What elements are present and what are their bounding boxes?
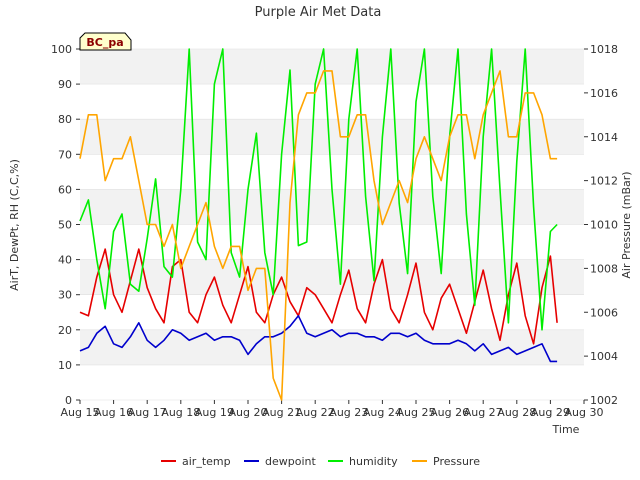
y-axis-label: AirT, DewPt, RH (C,C,%) [8, 159, 21, 291]
y2-tick-label: 1006 [590, 306, 618, 319]
series-lines [79, 48, 558, 401]
y2-tick-label: 1004 [590, 350, 618, 363]
x-tick-label: Aug 25 [397, 406, 436, 419]
series-line-dewpoint [79, 314, 558, 363]
grid-band [80, 119, 584, 155]
x-tick-label: Aug 15 [61, 406, 100, 419]
y-tick-label: 10 [58, 359, 72, 372]
x-tick-label: Aug 19 [195, 406, 234, 419]
x-tick-label: Aug 29 [531, 406, 570, 419]
x-tick-label: Aug 28 [497, 406, 536, 419]
y2-tick-label: 1010 [590, 219, 618, 232]
y-tick-label: 100 [51, 43, 72, 56]
series-line-air-temp [79, 248, 558, 345]
x-tick-label: Aug 16 [94, 406, 133, 419]
badge-label: BC_pa [86, 36, 123, 49]
y-tick-label: 60 [58, 183, 72, 196]
x-tick-label: Aug 26 [430, 406, 469, 419]
y-tick-label: 90 [58, 78, 72, 91]
grid-band [80, 329, 584, 365]
grid-band [80, 259, 584, 295]
x-tick-label: Aug 27 [464, 406, 503, 419]
legend-label-humidity: humidity [349, 455, 398, 468]
axis-ticks: 0 10 20 30 40 50 60 70 80 90 100 1002 1004 1006 1008 10… [51, 43, 618, 419]
x-tick-label: Aug 23 [329, 406, 368, 419]
legend-label-pressure: Pressure [433, 455, 480, 468]
site-badge: BC_pa [79, 32, 132, 51]
y-tick-label: 20 [58, 324, 72, 337]
y2-tick-label: 1014 [590, 131, 618, 144]
y2-axis-label: Air Pressure (mBar) [620, 171, 633, 278]
legend-label-air-temp: air_temp [182, 455, 231, 468]
x-axis-label: Time [552, 423, 580, 436]
y2-tick-label: 1002 [590, 394, 618, 407]
chart-title: Purple Air Met Data [255, 5, 382, 20]
y2-tick-label: 1012 [590, 175, 618, 188]
y-tick-label: 30 [58, 289, 72, 302]
legend: air_temp dewpoint humidity Pressure [161, 455, 480, 468]
y2-tick-label: 1016 [590, 87, 618, 100]
y-tick-label: 70 [58, 148, 72, 161]
x-tick-label: Aug 22 [296, 406, 335, 419]
legend-label-dewpoint: dewpoint [265, 455, 316, 468]
x-tick-label: Aug 21 [262, 406, 301, 419]
x-tick-label: Aug 18 [161, 406, 200, 419]
y-tick-label: 0 [65, 394, 72, 407]
series-line-humidity [79, 48, 558, 331]
series-line-pressure [79, 70, 558, 401]
x-tick-label: Aug 24 [363, 406, 402, 419]
y-tick-label: 40 [58, 254, 72, 267]
grid-band [80, 49, 584, 85]
y-tick-label: 80 [58, 113, 72, 126]
y2-tick-label: 1018 [590, 43, 618, 56]
x-tick-label: Aug 17 [128, 406, 167, 419]
y2-tick-label: 1008 [590, 262, 618, 275]
x-tick-label: Aug 30 [565, 406, 604, 419]
x-tick-label: Aug 20 [229, 406, 268, 419]
y-tick-label: 50 [58, 219, 72, 232]
badge-shape [79, 32, 132, 51]
